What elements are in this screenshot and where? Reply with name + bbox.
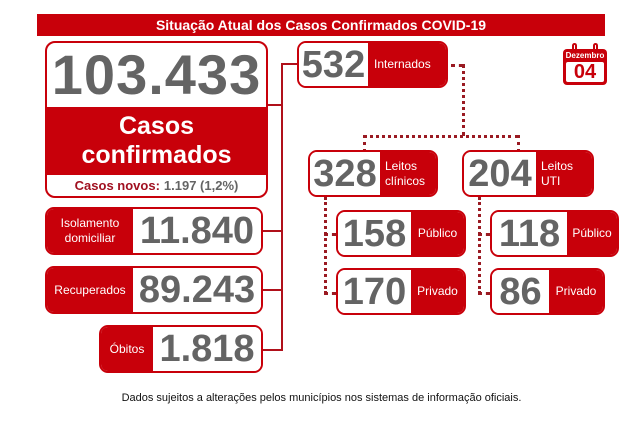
dotted-connector	[451, 64, 463, 67]
confirmed-cases-label: Casos confirmados	[47, 107, 266, 175]
date-month: Dezembro	[565, 51, 605, 60]
confirmed-cases-value: 103.433	[51, 43, 262, 106]
header-title: Situação Atual dos Casos Confirmados COV…	[37, 14, 605, 36]
icu-public-label: Público	[567, 212, 617, 255]
clinical-private-label: Privado	[411, 270, 464, 313]
dotted-connector	[478, 233, 490, 236]
new-cases-row: Casos novos: 1.197 (1,2%)	[47, 175, 266, 196]
date-badge: Dezembro 04	[563, 43, 607, 85]
home-isolation-value: 11.840	[133, 209, 261, 253]
calendar-icon	[563, 43, 607, 85]
recovered-value: 89.243	[133, 268, 261, 312]
dotted-connector	[517, 135, 520, 152]
clinical-public-card: 158 Público	[336, 210, 466, 257]
clinical-beds-value: 328	[310, 152, 380, 195]
connector-main-vertical	[281, 63, 283, 351]
clinical-private-value: 170	[338, 270, 411, 313]
hospitalized-card: 532 Internados	[297, 41, 448, 88]
new-cases-label: Casos novos:	[74, 178, 160, 193]
icu-private-label: Privado	[549, 270, 603, 313]
footer-note: Dados sujeitos a alterações pelos municí…	[121, 392, 522, 404]
clinical-private-card: 170 Privado	[336, 268, 466, 315]
confirmed-label-line2: confirmados	[81, 141, 232, 169]
connector-from-isolation	[263, 230, 282, 232]
dotted-connector	[324, 197, 327, 294]
deaths-label: Óbitos	[101, 327, 153, 371]
home-isolation-label: Isolamento domiciliar	[47, 209, 133, 253]
dotted-connector	[363, 135, 366, 152]
icu-private-value: 86	[492, 270, 549, 313]
dotted-connector	[462, 64, 465, 136]
connector-from-deaths	[263, 349, 282, 351]
clinical-public-value: 158	[338, 212, 411, 255]
clinical-public-label: Público	[411, 212, 464, 255]
clinical-beds-label: Leitos clínicos	[380, 152, 436, 195]
home-isolation-card: Isolamento domiciliar 11.840	[45, 207, 263, 255]
recovered-label: Recuperados	[47, 268, 133, 312]
deaths-value: 1.818	[153, 327, 261, 371]
icu-beds-card: 204 Leitos UTI	[462, 150, 594, 197]
confirmed-label-line1: Casos	[118, 112, 195, 140]
recovered-card: Recuperados 89.243	[45, 266, 263, 314]
icu-private-card: 86 Privado	[490, 268, 605, 315]
dotted-connector	[363, 135, 519, 138]
confirmed-cases-card: 103.433 Casos confirmados Casos novos: 1…	[45, 41, 268, 198]
dotted-connector	[478, 292, 490, 295]
new-cases-value: 1.197 (1,2%)	[163, 178, 239, 193]
connector-from-confirmed	[268, 104, 282, 106]
date-day: 04	[573, 61, 597, 83]
dotted-connector	[324, 292, 336, 295]
deaths-card: Óbitos 1.818	[99, 325, 263, 373]
hospitalized-value: 532	[299, 43, 368, 86]
icu-beds-label: Leitos UTI	[536, 152, 592, 195]
icu-public-card: 118 Público	[490, 210, 619, 257]
clinical-beds-card: 328 Leitos clínicos	[308, 150, 438, 197]
connector-to-internados	[281, 63, 298, 65]
connector-from-recovered	[263, 289, 282, 291]
hospitalized-label: Internados	[368, 43, 446, 86]
dotted-connector	[324, 233, 336, 236]
icu-public-value: 118	[492, 212, 567, 255]
dotted-connector	[478, 197, 481, 294]
icu-beds-value: 204	[464, 152, 536, 195]
